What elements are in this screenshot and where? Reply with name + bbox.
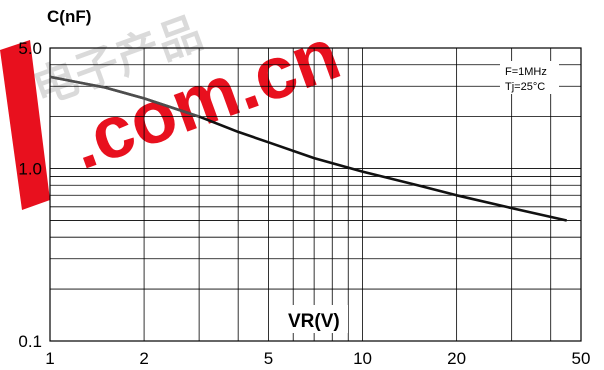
y-tick-label: 5.0 [18, 39, 42, 58]
y-axis-label: C(nF) [47, 7, 91, 26]
x-tick-label: 2 [139, 349, 148, 368]
capacitance-curve-faded [49, 75, 200, 118]
x-tick-label: 10 [353, 349, 372, 368]
chart-grid [50, 48, 581, 341]
x-tick-label: 1 [45, 349, 54, 368]
annotation-temperature: Tj=25°C [505, 81, 545, 93]
x-tick-label: 50 [572, 349, 591, 368]
x-axis-label-box: VR(V) [286, 305, 348, 333]
plot-frame [49, 47, 582, 342]
conditions-box: F=1MHz Tj=25°C [500, 61, 559, 94]
x-tick-label: 20 [447, 349, 466, 368]
y-tick-labels: 5.0 1.0 0.1 [18, 39, 42, 351]
y-tick-label: 0.1 [18, 332, 42, 351]
chart-series [49, 75, 567, 222]
y-tick-label: 1.0 [18, 160, 42, 179]
watermark-text: .com.cn [59, 11, 350, 185]
watermark-red-bar [0, 40, 50, 210]
annotation-frequency: F=1MHz [505, 66, 547, 78]
x-tick-labels: 1 2 5 10 20 50 [45, 349, 590, 368]
x-axis-label: VR(V) [288, 311, 340, 332]
x-tick-label: 5 [264, 349, 273, 368]
